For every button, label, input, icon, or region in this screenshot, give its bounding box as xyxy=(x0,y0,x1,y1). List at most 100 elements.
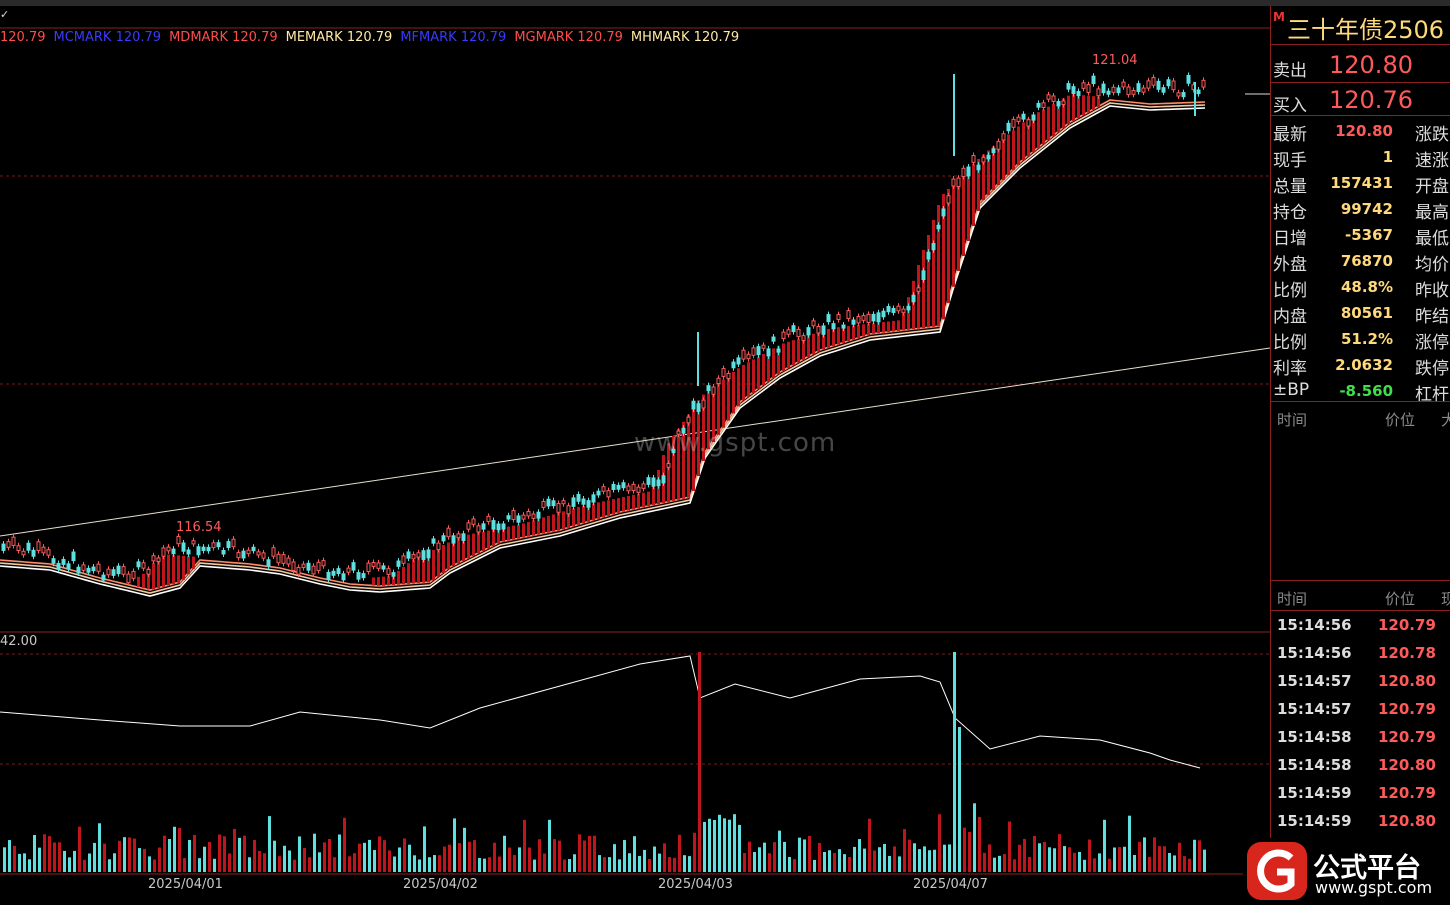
candle-body xyxy=(646,477,651,485)
candle-body xyxy=(1091,75,1096,85)
ribbon-bar xyxy=(602,501,605,518)
volume-bar xyxy=(538,839,541,872)
ribbon-bar xyxy=(907,297,910,330)
volume-bar xyxy=(748,841,751,872)
tick-row[interactable]: 15:14:56 120.79 xyxy=(1277,616,1447,644)
divider xyxy=(1271,610,1450,611)
candle-body xyxy=(701,399,706,409)
ribbon-bar xyxy=(942,194,945,320)
candle-body xyxy=(591,494,596,503)
volume-bar xyxy=(218,834,221,872)
ribbon-bar xyxy=(1082,95,1085,116)
ribbon-bar xyxy=(1057,101,1060,133)
candle-body xyxy=(241,550,246,559)
candle-body xyxy=(296,566,301,575)
volume-bar xyxy=(833,852,836,872)
ribbon-bar xyxy=(677,428,680,500)
ribbon-bar xyxy=(707,390,710,450)
candle-body xyxy=(206,546,211,552)
candle-body xyxy=(251,546,256,552)
volume-bar xyxy=(1203,849,1206,872)
volume-bar xyxy=(1198,840,1201,872)
tick-price: 120.80 xyxy=(1378,672,1436,690)
tick-row[interactable]: 15:14:58 120.80 xyxy=(1277,756,1447,784)
volume-bar xyxy=(633,836,636,872)
candle-body xyxy=(161,547,166,557)
stat-label: 利率 xyxy=(1273,359,1307,379)
candle-body xyxy=(586,500,591,508)
volume-bar xyxy=(88,853,91,872)
candle-body xyxy=(21,550,26,556)
tick-row[interactable]: 15:14:59 120.80 xyxy=(1277,812,1447,840)
tick-row[interactable]: 15:14:58 120.79 xyxy=(1277,728,1447,756)
volume-bar xyxy=(1183,856,1186,872)
ribbon-bar xyxy=(432,550,435,581)
contract-title[interactable]: 三十年债2506 xyxy=(1287,16,1445,44)
volume-bar xyxy=(303,847,306,872)
volume-bar xyxy=(38,847,41,872)
volume-bar xyxy=(918,849,921,872)
volume-bar xyxy=(1078,851,1081,872)
ribbon-bar xyxy=(642,492,645,508)
volume-bar xyxy=(503,835,506,872)
candle-body xyxy=(891,307,896,313)
divider xyxy=(1271,580,1450,581)
candle-body xyxy=(1001,133,1006,141)
tick-row[interactable]: 15:14:57 120.79 xyxy=(1277,700,1447,728)
candle-body xyxy=(516,515,521,523)
ribbon-bar xyxy=(902,313,905,331)
stat-row: 最新 120.80 涨跌 xyxy=(1273,120,1450,146)
candle-body xyxy=(776,348,781,353)
ribbon-bar xyxy=(1027,118,1030,157)
candle-body xyxy=(876,312,881,323)
trend-line xyxy=(0,347,1270,537)
volume-bar xyxy=(883,844,886,872)
volume-bar xyxy=(853,846,856,872)
ribbon-bar xyxy=(722,379,725,428)
volume-bar xyxy=(868,818,871,872)
volume-bar xyxy=(698,652,701,872)
candle-body xyxy=(6,541,11,548)
tick-row[interactable]: 15:14:59 120.79 xyxy=(1277,784,1447,812)
volume-bar xyxy=(843,854,846,872)
volume-bar xyxy=(408,844,411,872)
ribbon-bar xyxy=(487,530,490,549)
candle-body xyxy=(621,482,626,489)
stat-row: 总量 157431 开盘 xyxy=(1273,172,1450,198)
volume-bar xyxy=(288,850,291,872)
volume-bar xyxy=(888,856,891,872)
ribbon-bar xyxy=(822,330,825,350)
kline-chart[interactable]: 121.04 116.54 xyxy=(0,6,1270,905)
candle-body xyxy=(1026,119,1031,127)
volume-bar xyxy=(78,826,81,872)
ribbon-bar xyxy=(402,567,405,585)
volume-bar xyxy=(113,853,116,872)
volume-bar xyxy=(663,843,666,872)
candle-body xyxy=(806,327,811,336)
tick-time: 15:14:58 xyxy=(1277,728,1352,746)
ribbon-bar xyxy=(592,503,595,521)
collapse-chevron-icon[interactable]: ✓ xyxy=(0,8,10,21)
ribbon-bar xyxy=(1012,130,1015,170)
ribbon-bar xyxy=(932,220,935,327)
volume-bar xyxy=(1138,841,1141,872)
volume-bar xyxy=(1158,846,1161,872)
volume-bar xyxy=(1118,847,1121,872)
candle-body xyxy=(811,320,816,327)
stat-side-label: 杠杆 xyxy=(1415,385,1449,405)
ribbon-bar xyxy=(582,505,585,524)
candle-body xyxy=(341,573,346,581)
volume-bar xyxy=(973,803,976,872)
divider xyxy=(1271,82,1450,83)
volume-bar xyxy=(1088,839,1091,872)
volume-bar xyxy=(923,846,926,872)
candle-body xyxy=(1096,88,1101,97)
candle-body xyxy=(551,500,556,507)
tick-row[interactable]: 15:14:57 120.80 xyxy=(1277,672,1447,700)
ribbon-bar xyxy=(497,528,500,544)
volume-bar xyxy=(783,841,786,872)
candle-body xyxy=(1061,100,1066,106)
candle-body xyxy=(691,400,696,410)
volume-bar xyxy=(1073,852,1076,872)
tick-row[interactable]: 15:14:56 120.78 xyxy=(1277,644,1447,672)
